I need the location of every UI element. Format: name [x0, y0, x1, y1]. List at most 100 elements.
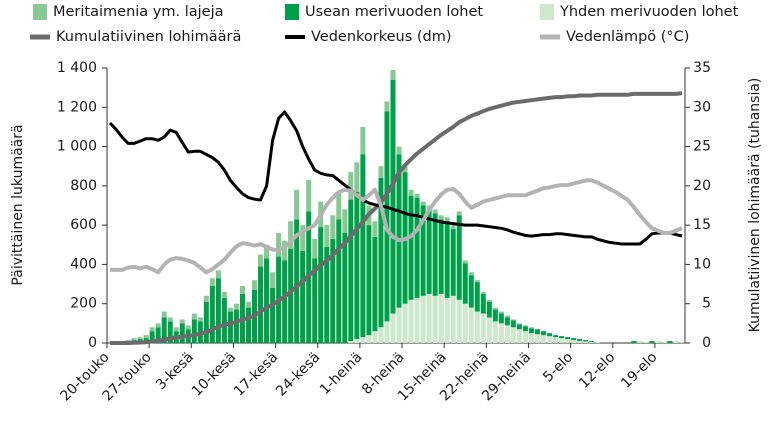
bar-segment [480, 313, 486, 343]
bar-segment [516, 324, 522, 330]
bar-segment [288, 248, 294, 343]
bar-segment [330, 215, 336, 239]
bar-segment [233, 309, 239, 343]
bar-segment [480, 291, 486, 294]
bar-segment [300, 225, 306, 251]
y2-tick-label: 0 [702, 335, 711, 351]
bar-segment [589, 341, 595, 343]
bar-segment [300, 250, 306, 343]
bar-segment [474, 282, 480, 312]
bar-segment [679, 342, 685, 343]
bar-segment [173, 327, 179, 332]
bar-segment [245, 307, 251, 343]
bar-segment [450, 295, 456, 343]
bar-segment [408, 299, 414, 343]
bar-segment [402, 303, 408, 343]
bar-segment [227, 311, 233, 343]
bar-segment [384, 101, 390, 112]
bar-segment [420, 205, 426, 296]
bar-segment [390, 79, 396, 314]
y-tick-label: 400 [70, 256, 97, 272]
bar-segment [312, 238, 318, 259]
bar-segment [492, 321, 498, 343]
bar-segment [571, 340, 577, 343]
bar-segment [191, 319, 197, 343]
bar-segment [450, 229, 456, 296]
bar-segment [547, 336, 553, 343]
y2-tick-label: 25 [693, 139, 711, 155]
y-tick-label: 1 200 [57, 99, 97, 115]
x-tick-label: 10-kesä [189, 349, 239, 399]
line-series [108, 110, 683, 246]
bar-segment [264, 244, 270, 259]
x-tick-label: 1-heinä [317, 349, 366, 398]
bar-segment [203, 301, 209, 343]
bar-segment [221, 297, 227, 343]
bar-segment [661, 342, 667, 343]
y-tick-label: 600 [70, 217, 97, 233]
bar-segment [149, 331, 155, 343]
bar-segment [541, 335, 547, 343]
legend-label: Yhden merivuoden lohet [559, 4, 739, 20]
bar-segment [294, 189, 300, 220]
bar-segment [528, 328, 534, 334]
bar-segment [486, 301, 492, 318]
bar-segment [504, 317, 510, 326]
bar-segment [390, 69, 396, 80]
bar-segment [438, 215, 444, 220]
line-series [110, 178, 683, 275]
bar-segment [649, 341, 655, 343]
bar-segment [553, 335, 559, 338]
bar-segment [589, 342, 595, 343]
bar-segment [637, 341, 643, 343]
bar-segment [372, 331, 378, 343]
bar-segment [258, 266, 264, 343]
x-tick-label: 19-elo [618, 349, 660, 391]
bar-segment [528, 333, 534, 343]
bar-segment [330, 238, 336, 343]
y2-tick-label: 15 [693, 217, 711, 233]
bar-segment [450, 225, 456, 230]
bar-segment [504, 315, 510, 318]
bar-segment [474, 280, 480, 283]
bar-segment [456, 299, 462, 343]
legend-swatch [285, 4, 299, 20]
bar-segment [354, 191, 360, 340]
bar-segment [336, 193, 342, 220]
bar-segment [209, 286, 215, 343]
bar-segment [252, 280, 258, 290]
bar-segment [372, 221, 378, 237]
bar-segment [366, 335, 372, 343]
bar-segment [432, 209, 438, 214]
bar-segment [595, 342, 601, 343]
bar-segment [360, 154, 366, 338]
bar-segment [294, 219, 300, 343]
y-axis-label: Päivittäinen lukumäärä [10, 124, 26, 285]
bar-segment [486, 299, 492, 302]
bar-segment [348, 172, 354, 200]
bar-segment [197, 317, 203, 322]
bar-segment [378, 327, 384, 343]
bar-segment [456, 211, 462, 216]
bar-segment [372, 236, 378, 332]
bar-segment [426, 209, 432, 294]
x-tick-label: 17-kesä [231, 349, 281, 399]
bar-segment [565, 339, 571, 343]
bar-segment [673, 341, 679, 343]
bar-segment [378, 166, 384, 178]
bar-segment [396, 146, 402, 155]
bar-segment [221, 291, 227, 298]
bar-segment [541, 331, 547, 336]
bar-segment [131, 338, 137, 341]
bar-segment [420, 201, 426, 206]
bar-segment [402, 166, 408, 173]
y2-tick-label: 10 [693, 256, 711, 272]
bar-segment [125, 340, 131, 342]
bar-segment [414, 297, 420, 343]
bar-segment [510, 319, 516, 321]
bar-segment [209, 278, 215, 287]
bar-segment [408, 189, 414, 196]
bar-segment [438, 293, 444, 343]
bar-segment [336, 219, 342, 343]
bar-segment [559, 338, 565, 343]
